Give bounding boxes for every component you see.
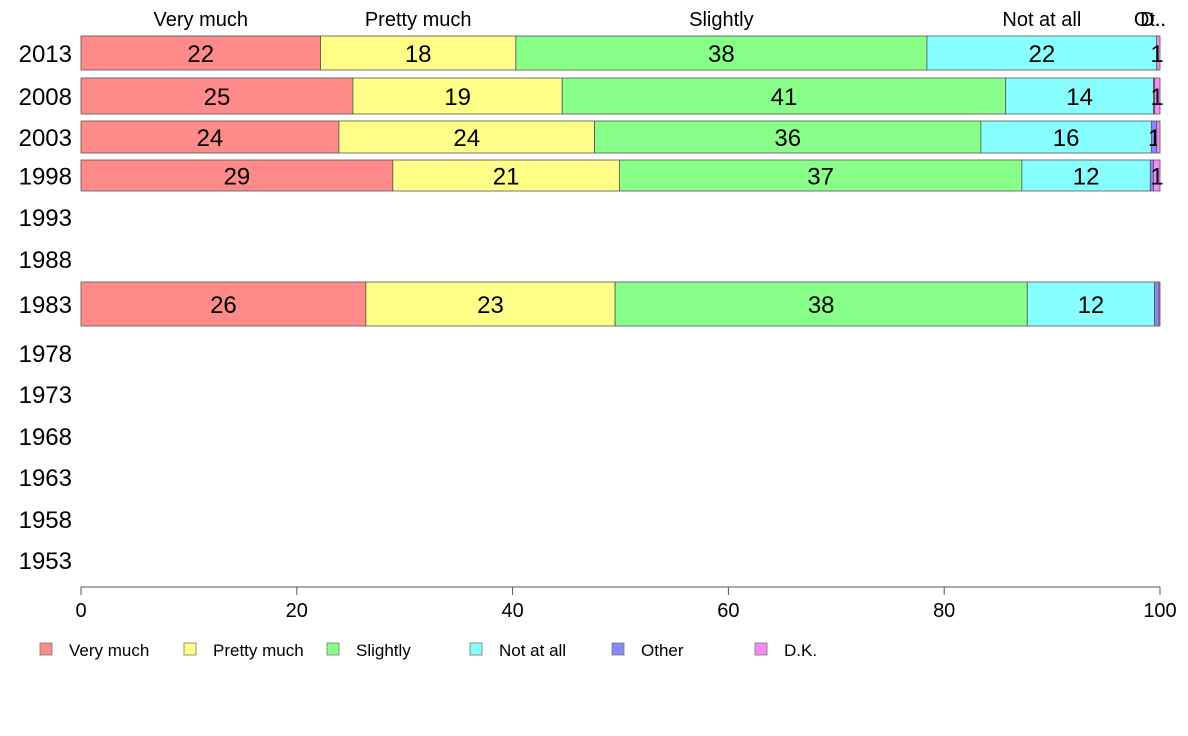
bar-segment — [392, 159, 620, 192]
data-label: 36 — [774, 125, 801, 152]
data-label: 12 — [1073, 164, 1100, 191]
legend-item-5: Other — [611, 641, 684, 660]
bar-segment — [80, 120, 340, 154]
legend-item-6: D.K. — [754, 641, 817, 660]
bar-row-1983: 26 23 38 12 — [80, 281, 1161, 327]
bar-segment — [1156, 120, 1161, 154]
legend-label: D.K. — [784, 641, 817, 660]
bar-segment — [365, 281, 616, 327]
bar-segment — [80, 77, 354, 115]
legend-swatch — [754, 642, 768, 656]
bar-segment — [352, 77, 563, 115]
legend-item-3: Slightly — [326, 641, 411, 660]
bar-row-2013: 22 18 38 22 1 — [80, 35, 1164, 71]
data-label: 16 — [1053, 125, 1080, 152]
y-tick-label: 2008 — [19, 84, 72, 111]
data-label: 1 — [1150, 84, 1163, 111]
legend-swatch — [183, 642, 197, 656]
y-tick-label: 1968 — [19, 424, 72, 451]
legend-label: Other — [641, 641, 684, 660]
data-label: 26 — [210, 292, 237, 319]
legend-label: Not at all — [499, 641, 566, 660]
legend: Very much Pretty much Slightly Not at all Ot… — [39, 641, 817, 660]
y-tick-label: 1978 — [19, 341, 72, 368]
y-tick-label: 1953 — [19, 548, 72, 575]
bar-row-2008: 25 19 41 14 1 — [80, 77, 1164, 115]
y-tick-label: 2003 — [19, 125, 72, 152]
bar-segment — [614, 281, 1028, 327]
y-tick-label: 1973 — [19, 382, 72, 409]
y-tick-label: 1983 — [19, 292, 72, 319]
bar-segment — [1153, 159, 1161, 192]
header-label-2: Pretty much — [365, 9, 472, 31]
header-label-5: Ot.. — [1134, 9, 1166, 31]
bar-segment — [80, 159, 394, 192]
data-label: 19 — [444, 84, 471, 111]
x-tick-label: 100 — [1143, 600, 1176, 622]
legend-swatch — [611, 642, 625, 656]
data-label: 12 — [1078, 292, 1105, 319]
y-tick-label: 1988 — [19, 247, 72, 274]
bars-area: 22 18 38 22 125 19 41 14 124 24 36 16 129 21 37 12 126 23… — [80, 35, 1164, 327]
legend-item-4: Not at all — [469, 641, 566, 660]
y-tick-label: 1998 — [19, 164, 72, 191]
legend-swatch — [469, 642, 483, 656]
data-label: 23 — [477, 292, 504, 319]
x-tick-label: 20 — [286, 600, 308, 622]
bar-segment — [1026, 281, 1156, 327]
bar-segment — [619, 159, 1023, 192]
data-label: 41 — [771, 84, 798, 111]
x-axis: 0 20 40 60 80 100 — [75, 586, 1177, 622]
data-label: 1 — [1150, 41, 1163, 68]
bar-segment — [980, 120, 1152, 154]
bar-segment — [1154, 77, 1161, 115]
data-label: 14 — [1066, 84, 1093, 111]
header-label-3: Slightly — [689, 9, 753, 31]
data-label: 18 — [405, 41, 432, 68]
x-tick-label: 0 — [75, 600, 86, 622]
y-tick-label: 2013 — [19, 41, 72, 68]
legend-swatch — [326, 642, 340, 656]
data-label: 22 — [1028, 41, 1055, 68]
bar-row-1998: 29 21 37 12 1 — [80, 159, 1164, 192]
legend-label: Very much — [69, 641, 149, 660]
category-header: Very much Pretty much Slightly Not at all Ot… — [154, 9, 1167, 31]
header-label-6: D.. — [1140, 9, 1166, 31]
header-label-1: Very much — [154, 9, 248, 31]
bar-segment — [1156, 35, 1161, 71]
legend-label: Pretty much — [213, 641, 304, 660]
bar-segment — [80, 281, 367, 327]
legend-item-2: Pretty much — [183, 641, 304, 660]
header-label-4: Not at all — [1002, 9, 1081, 31]
y-tick-label: 1993 — [19, 205, 72, 232]
bar-segment — [1158, 281, 1161, 327]
legend-label: Slightly — [356, 641, 411, 660]
bar-segment — [1154, 281, 1160, 327]
bar-segment — [338, 120, 596, 154]
bar-segment — [1021, 159, 1151, 192]
bar-segment — [594, 120, 982, 154]
legend-item-1: Very much — [39, 641, 149, 660]
y-axis-labels: 2013 2008 2003 1998 1993 1988 1983 1978 1973 1968… — [19, 41, 72, 575]
data-label: 25 — [204, 84, 231, 111]
data-label: 21 — [493, 164, 520, 191]
bar-row-2003: 24 24 36 16 1 — [80, 120, 1161, 154]
y-tick-label: 1963 — [19, 465, 72, 492]
data-label: 24 — [453, 125, 480, 152]
x-tick-label: 40 — [501, 600, 523, 622]
data-label: 1 — [1150, 164, 1163, 191]
bar-segment — [320, 35, 517, 71]
x-tick-label: 80 — [933, 600, 955, 622]
legend-swatch — [39, 642, 53, 656]
data-label: 38 — [808, 292, 835, 319]
data-label: 29 — [224, 164, 251, 191]
y-tick-label: 1958 — [19, 507, 72, 534]
data-label: 22 — [187, 41, 214, 68]
data-label: 24 — [197, 125, 224, 152]
bar-segment — [561, 77, 1007, 115]
data-label: 37 — [807, 164, 834, 191]
data-label: 38 — [708, 41, 735, 68]
x-tick-label: 60 — [717, 600, 739, 622]
